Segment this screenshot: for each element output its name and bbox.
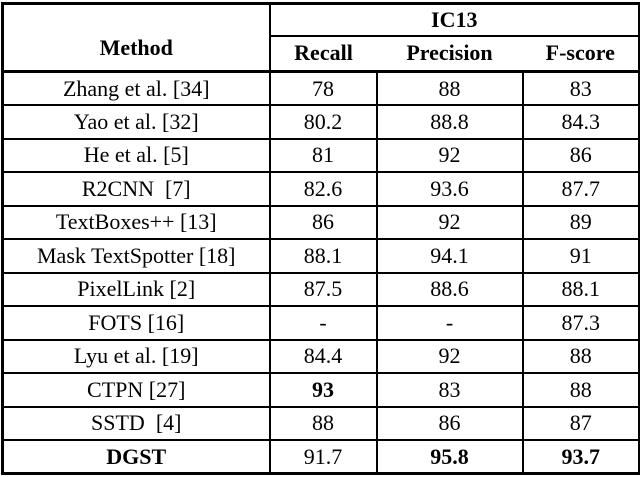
table-row: R2CNN [7] 82.6 93.6 87.7 xyxy=(1,171,640,207)
table-row: Lyu et al. [19] 84.4 92 88 xyxy=(1,338,640,374)
fscore-cell: 83 xyxy=(521,70,640,106)
table-row: CTPN [27] 93 83 88 xyxy=(1,372,640,408)
recall-cell: 86 xyxy=(268,204,378,240)
fscore-column-header: F-score xyxy=(522,35,640,73)
header-columns-row: Recall Precision F-score xyxy=(3,35,640,73)
recall-cell: 84.4 xyxy=(268,338,378,374)
fscore-cell: 88.1 xyxy=(521,271,640,307)
precision-cell: 83 xyxy=(375,372,524,408)
recall-cell: 78 xyxy=(268,70,378,106)
header-group-row: Method IC13 xyxy=(2,3,640,73)
table-row: DGST 91.7 95.8 93.7 xyxy=(1,439,640,475)
precision-cell: 92 xyxy=(375,204,524,240)
recall-cell: 80.2 xyxy=(268,104,378,140)
precision-cell: 88.8 xyxy=(375,104,524,140)
table-row: He et al. [5] 81 92 86 xyxy=(1,137,640,173)
fscore-cell: 88 xyxy=(521,372,640,408)
recall-cell: 88 xyxy=(268,405,378,441)
fscore-cell: 89 xyxy=(521,204,640,240)
table-row: FOTS [16] - -87.3 xyxy=(1,305,640,341)
method-cell: PixelLink [2] xyxy=(1,271,271,307)
method-cell: R2CNN [7] xyxy=(1,171,271,207)
fscore-cell: 93.7 xyxy=(521,439,640,475)
recall-column-header: Recall xyxy=(269,35,377,73)
precision-cell: 86 xyxy=(375,405,524,441)
method-column-header: Method xyxy=(2,3,271,73)
fscore-cell: 87.3 xyxy=(521,305,640,341)
recall-cell: 81 xyxy=(268,137,378,173)
method-cell: DGST xyxy=(1,439,271,475)
precision-cell: 88 xyxy=(375,70,524,106)
table-row: TextBoxes++ [13] 86 92 89 xyxy=(1,204,640,240)
precision-cell: - xyxy=(375,305,524,341)
precision-cell: 92 xyxy=(375,338,524,374)
precision-cell: 95.8 xyxy=(375,439,524,475)
table-body: Zhang et al. [34] 78 88 83 Yao et al. [32] 80… xyxy=(1,70,640,475)
table-row: PixelLink [2] 87.5 88.6 88.1 xyxy=(1,271,640,307)
dataset-group-header: IC13 xyxy=(268,3,640,37)
precision-cell: 92 xyxy=(375,137,524,173)
method-cell: Lyu et al. [19] xyxy=(1,338,271,374)
recall-cell: 88.1 xyxy=(268,238,378,274)
method-cell: CTPN [27] xyxy=(1,372,271,408)
table-row: SSTD [4] 88 86 87 xyxy=(1,405,640,441)
recall-cell: 82.6 xyxy=(268,171,378,207)
method-cell: Zhang et al. [34] xyxy=(1,70,271,106)
precision-cell: 93.6 xyxy=(375,171,524,207)
method-cell: SSTD [4] xyxy=(1,405,271,441)
method-cell: He et al. [5] xyxy=(1,137,271,173)
precision-cell: 88.6 xyxy=(375,271,524,307)
recall-cell: 93 xyxy=(268,372,378,408)
table-row: Mask TextSpotter [18] 88.1 94.1 91 xyxy=(1,238,640,274)
method-cell: FOTS [16] xyxy=(1,305,271,341)
fscore-cell: 86 xyxy=(521,137,640,173)
fscore-cell: 87.7 xyxy=(521,171,640,207)
table-header: Method IC13 Recall Precision F-score xyxy=(2,3,640,73)
method-cell: Yao et al. [32] xyxy=(1,104,271,140)
method-cell: TextBoxes++ [13] xyxy=(1,204,271,240)
fscore-cell: 87 xyxy=(521,405,640,441)
table-row: Zhang et al. [34] 78 88 83 xyxy=(1,70,640,106)
method-cell: Mask TextSpotter [18] xyxy=(1,238,271,274)
recall-cell: - xyxy=(268,305,378,341)
precision-column-header: Precision xyxy=(376,35,523,73)
table-row: Yao et al. [32] 80.2 88.8 84.3 xyxy=(1,104,640,140)
fscore-cell: 88 xyxy=(521,338,640,374)
recall-cell: 87.5 xyxy=(268,271,378,307)
precision-cell: 94.1 xyxy=(375,238,524,274)
fscore-cell: 84.3 xyxy=(521,104,640,140)
fscore-cell: 91 xyxy=(521,238,640,274)
recall-cell: 91.7 xyxy=(268,439,378,475)
